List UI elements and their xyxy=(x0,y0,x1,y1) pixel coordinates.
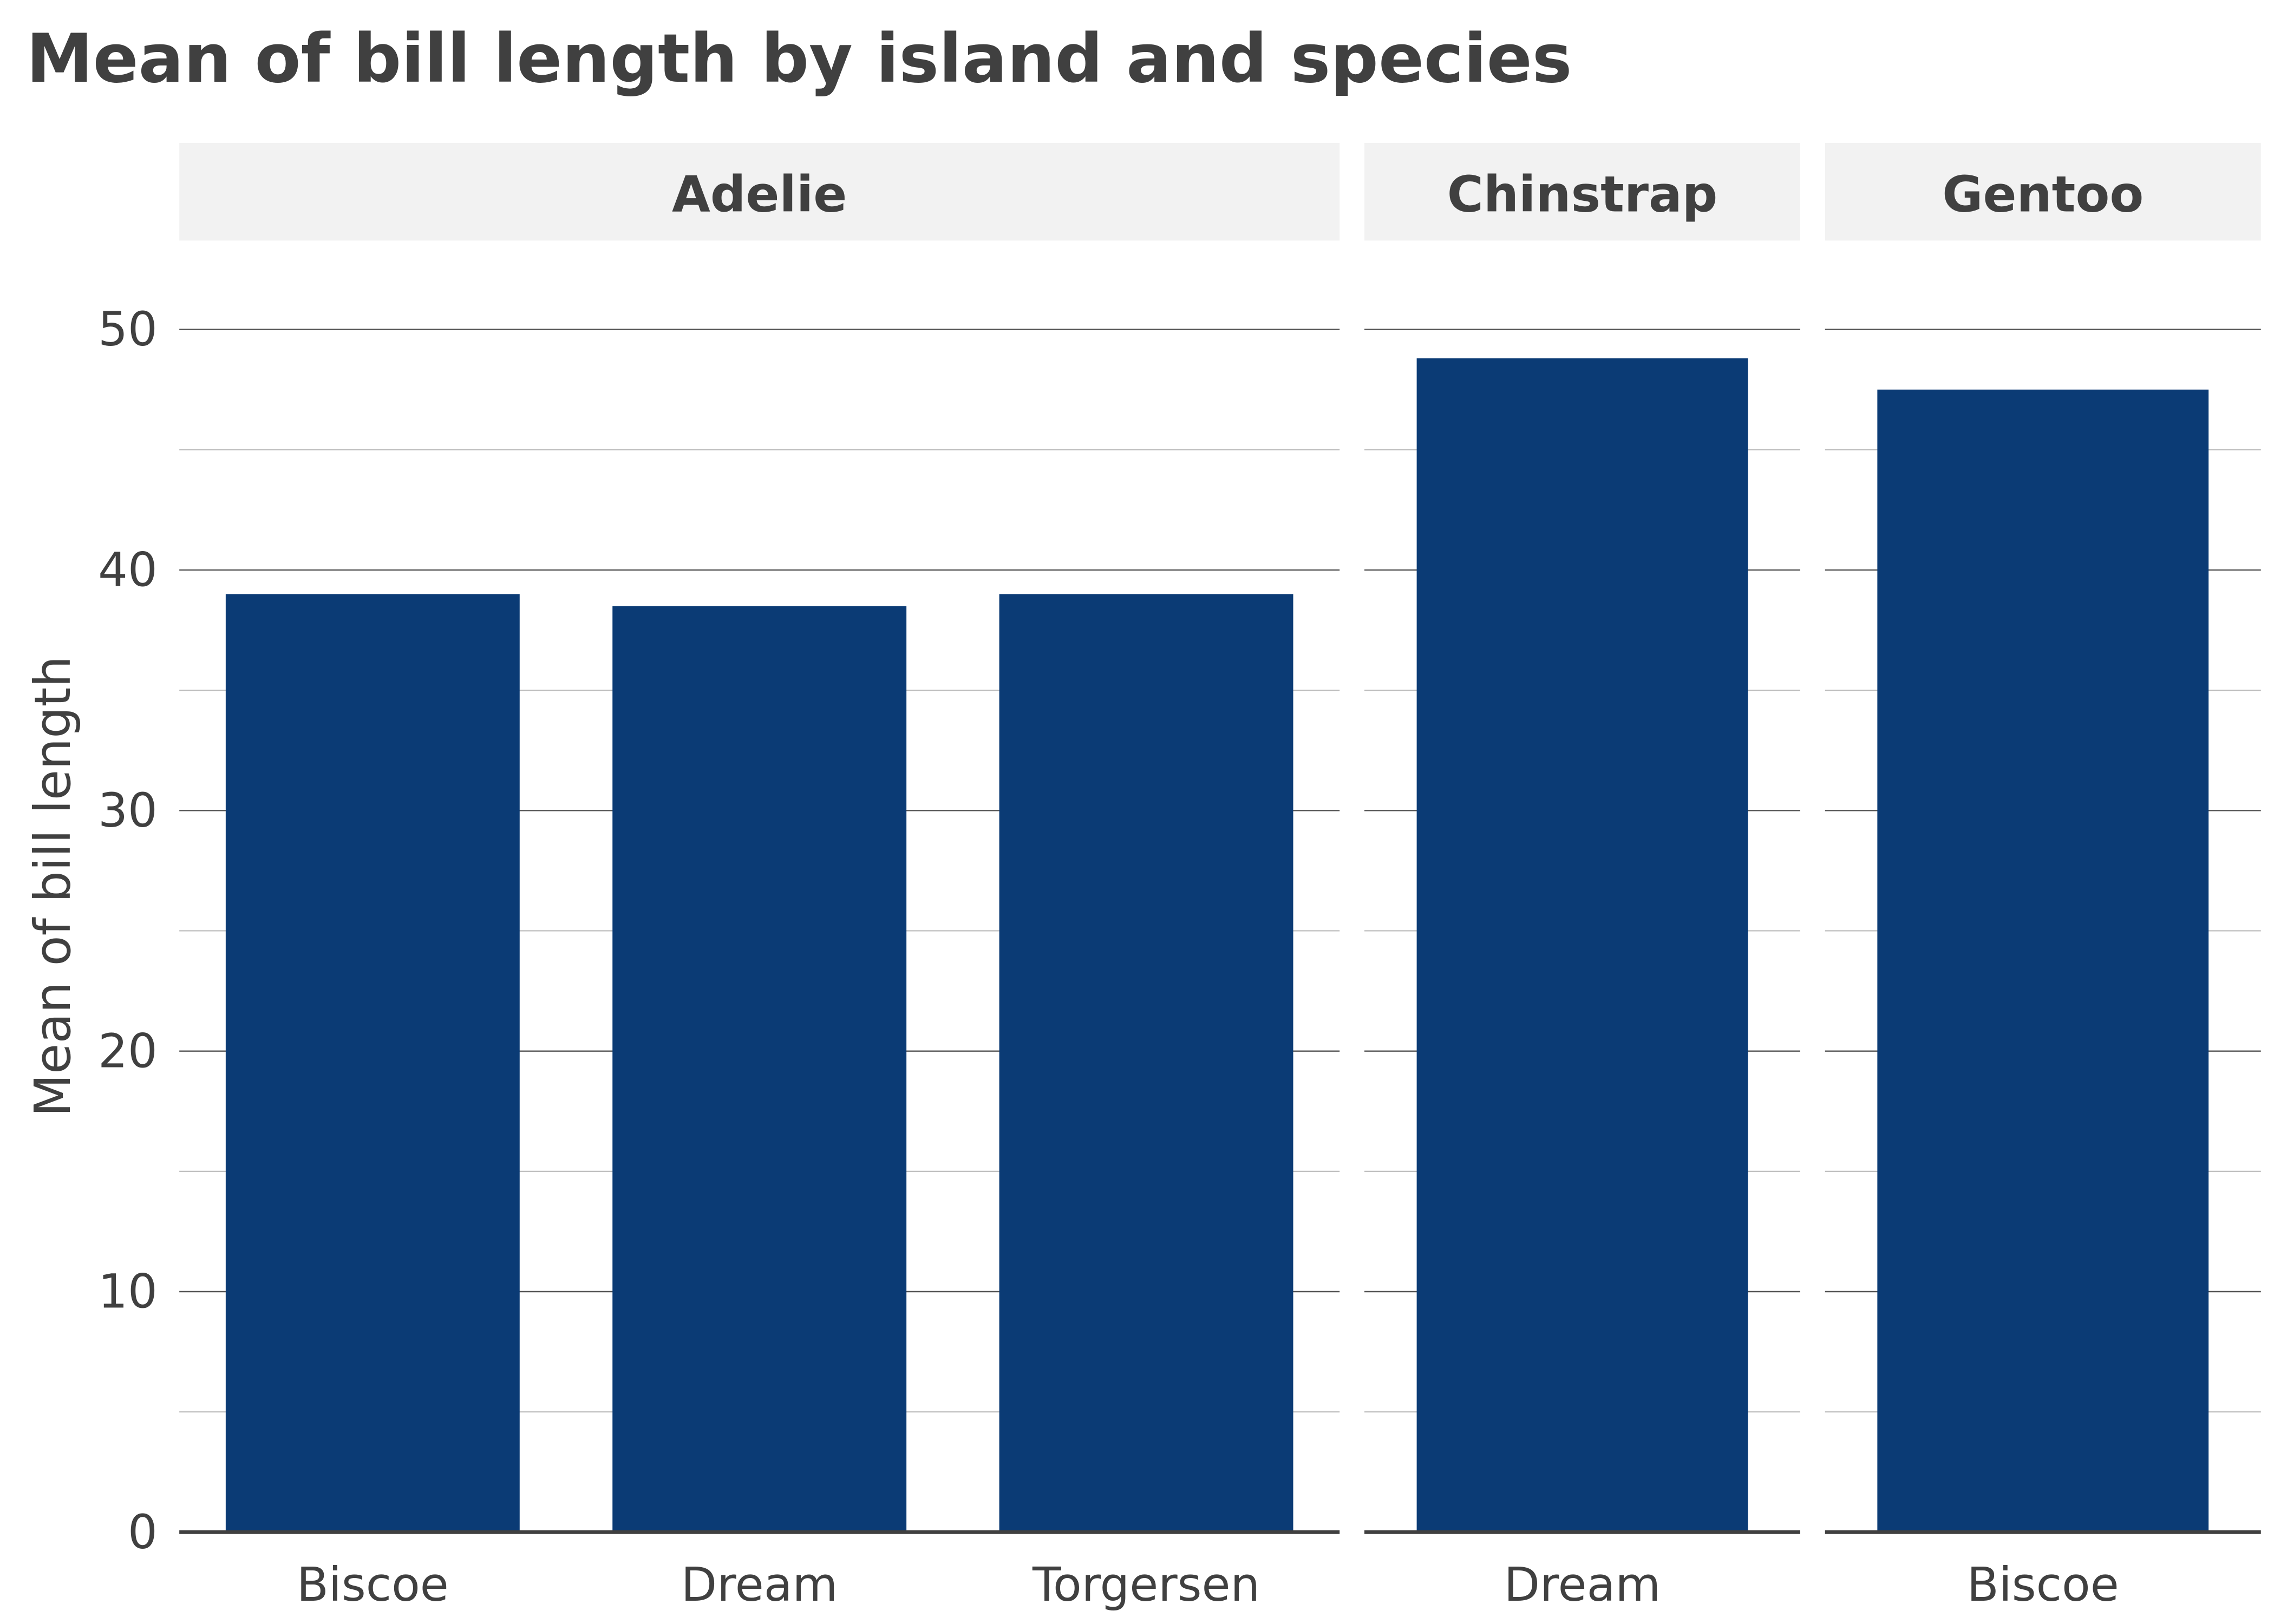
facet-label: Adelie xyxy=(672,165,847,223)
x-tick-label: Dream xyxy=(681,1558,838,1612)
facet-strip xyxy=(179,142,1340,241)
facet-label: Gentoo xyxy=(1942,165,2144,223)
y-tick-label: 40 xyxy=(98,543,158,598)
y-axis-label: Mean of bill length xyxy=(24,656,82,1117)
y-tick-label: 50 xyxy=(98,303,158,357)
facet-strip xyxy=(1364,142,1800,241)
y-tick-label: 0 xyxy=(128,1505,158,1560)
chart-title: Mean of bill length by island and specie… xyxy=(26,20,1572,98)
y-tick-label: 20 xyxy=(98,1024,158,1078)
x-tick-label: Biscoe xyxy=(297,1558,449,1612)
bar xyxy=(1416,358,1748,1533)
x-tick-label: Torgersen xyxy=(1032,1558,1260,1612)
bar xyxy=(225,594,520,1533)
x-tick-label: Biscoe xyxy=(1967,1558,2119,1612)
facet-label: Chinstrap xyxy=(1447,165,1718,223)
bar xyxy=(1877,389,2209,1533)
y-tick-label: 30 xyxy=(98,784,158,838)
x-tick-label: Dream xyxy=(1504,1558,1661,1612)
facet-strip xyxy=(1825,142,2261,241)
y-tick-label: 10 xyxy=(98,1265,158,1319)
bar xyxy=(999,594,1293,1533)
bar xyxy=(612,606,907,1533)
